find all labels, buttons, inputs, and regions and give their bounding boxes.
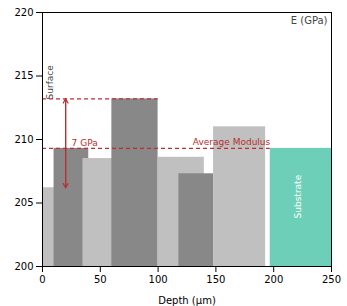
svg-text:E (GPa): E (GPa) — [291, 15, 328, 26]
svg-text:Substrate: Substrate — [293, 174, 303, 218]
svg-text:50: 50 — [94, 274, 107, 285]
svg-text:Depth (μm): Depth (μm) — [158, 295, 216, 306]
svg-text:210: 210 — [14, 134, 33, 145]
svg-text:200: 200 — [14, 261, 33, 272]
svg-text:150: 150 — [206, 274, 225, 285]
svg-text:Average Modulus: Average Modulus — [193, 137, 271, 147]
svg-text:200: 200 — [264, 274, 283, 285]
svg-text:215: 215 — [14, 70, 33, 81]
svg-text:250: 250 — [322, 274, 341, 285]
svg-text:Surface: Surface — [45, 65, 55, 100]
svg-text:0: 0 — [39, 274, 45, 285]
svg-text:220: 220 — [14, 7, 33, 18]
svg-text:7 GPa: 7 GPa — [72, 138, 98, 148]
svg-text:205: 205 — [14, 197, 33, 208]
svg-text:100: 100 — [149, 274, 168, 285]
